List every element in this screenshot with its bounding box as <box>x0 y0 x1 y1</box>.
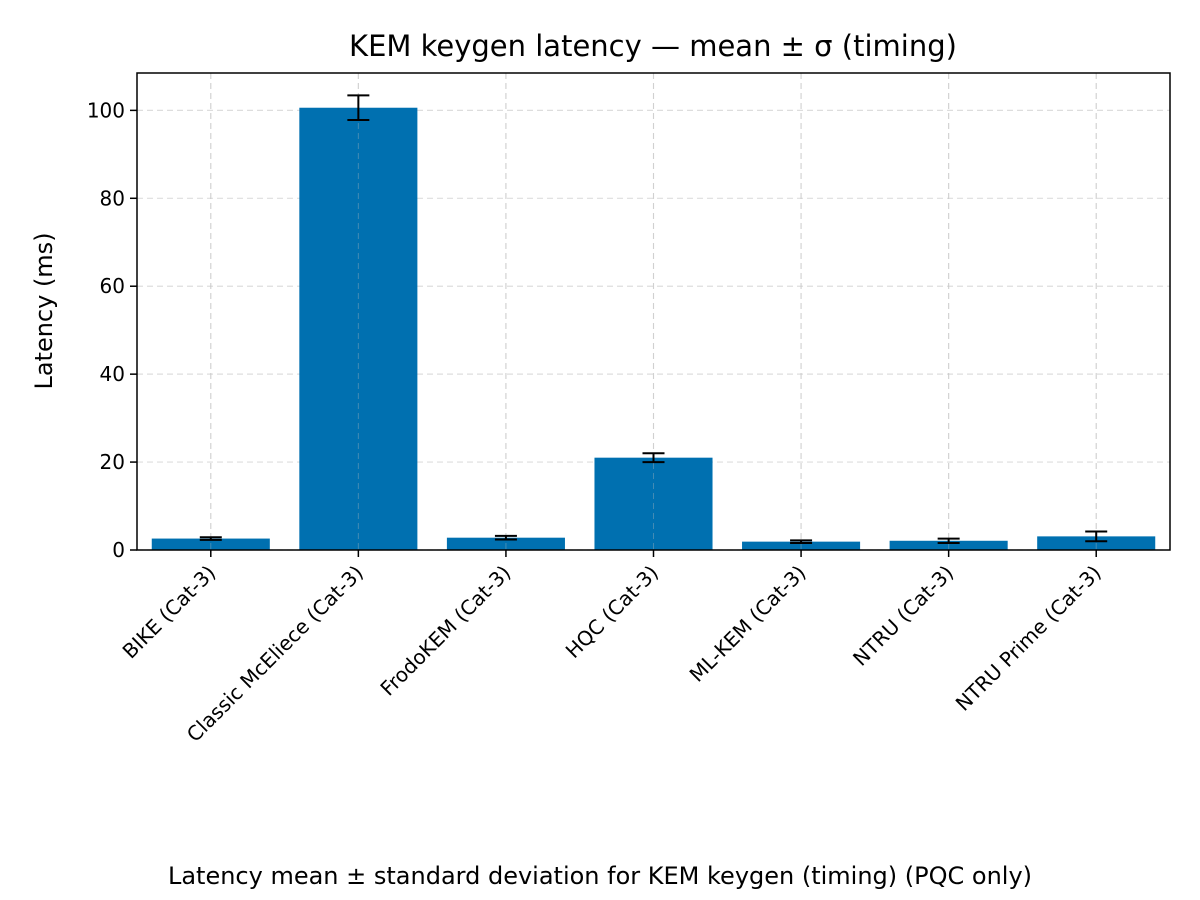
y-tick-label: 20 <box>100 450 125 474</box>
error-bar <box>1085 530 1108 543</box>
bar <box>1037 536 1156 550</box>
x-axis: BIKE (Cat-3)Classic McEliece (Cat-3) Frod… <box>118 550 1106 747</box>
error-bars <box>199 94 1108 544</box>
error-bar <box>347 94 370 122</box>
bar <box>594 457 713 550</box>
y-tick-label: 80 <box>100 186 125 210</box>
x-tick-label: ML-KEM (Cat-3) <box>685 561 811 687</box>
error-bar <box>937 537 960 544</box>
y-axis-label: Latency (ms) <box>30 232 58 389</box>
figure-caption: Latency mean ± standard deviation for KE… <box>167 862 1033 890</box>
bars <box>151 73 1156 551</box>
x-tick-label: BIKE (Cat-3) <box>118 561 221 664</box>
error-bar <box>642 452 665 464</box>
bar <box>151 538 270 550</box>
bar <box>889 540 1008 550</box>
x-tick-label: HQC (Cat-3) <box>561 561 663 663</box>
error-bar <box>199 536 222 541</box>
x-tick-label: NTRU Prime (Cat-3) <box>951 561 1106 716</box>
y-tick-label: 0 <box>112 538 125 562</box>
bar <box>742 541 861 550</box>
bar <box>299 107 418 551</box>
x-tick-label: NTRU (Cat-3) <box>848 561 958 671</box>
bar <box>446 537 565 550</box>
x-tick-label: FrodoKEM (Cat-3) <box>375 561 515 701</box>
x-tick-label: Classic McEliece (Cat-3) <box>182 561 368 747</box>
y-tick-label: 100 <box>87 98 125 122</box>
chart-title: KEM keygen latency — mean ± σ (timing) <box>349 29 957 63</box>
y-tick-label: 40 <box>100 362 125 386</box>
error-bar <box>494 534 517 541</box>
error-bar <box>790 539 813 544</box>
y-tick-label: 60 <box>100 274 125 298</box>
y-axis: 0 20 40 60 80 100 <box>87 98 137 562</box>
